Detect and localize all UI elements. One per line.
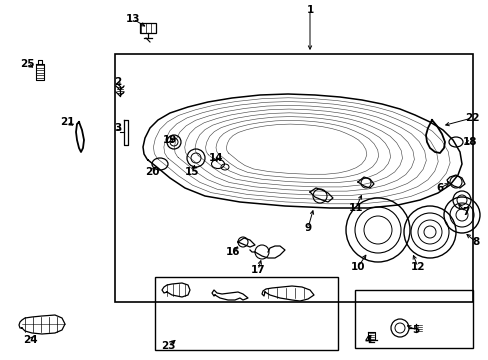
Text: 10: 10 bbox=[350, 262, 365, 272]
Text: 23: 23 bbox=[161, 341, 175, 351]
Text: 13: 13 bbox=[125, 14, 140, 24]
Text: 1: 1 bbox=[306, 5, 313, 15]
Text: 12: 12 bbox=[410, 262, 425, 272]
Text: 8: 8 bbox=[471, 237, 479, 247]
Bar bbox=[140, 23, 156, 33]
Text: 15: 15 bbox=[184, 167, 199, 177]
Text: 14: 14 bbox=[208, 153, 223, 163]
Text: 25: 25 bbox=[20, 59, 34, 69]
Text: 3: 3 bbox=[114, 123, 122, 133]
Text: 6: 6 bbox=[435, 183, 443, 193]
Text: 21: 21 bbox=[60, 117, 74, 127]
Text: 22: 22 bbox=[464, 113, 478, 123]
Text: 19: 19 bbox=[163, 135, 177, 145]
Bar bbox=[354, 290, 472, 348]
Text: 18: 18 bbox=[462, 137, 476, 147]
Text: 2: 2 bbox=[114, 77, 122, 87]
Text: 9: 9 bbox=[304, 223, 311, 233]
Text: 20: 20 bbox=[144, 167, 159, 177]
Text: 11: 11 bbox=[348, 203, 363, 213]
Bar bbox=[155, 277, 337, 350]
Text: 5: 5 bbox=[411, 325, 419, 335]
Text: 4: 4 bbox=[364, 335, 371, 345]
Text: 24: 24 bbox=[22, 335, 37, 345]
Text: 7: 7 bbox=[461, 207, 469, 217]
Bar bbox=[115, 54, 472, 302]
Text: 16: 16 bbox=[225, 247, 240, 257]
Text: 17: 17 bbox=[250, 265, 265, 275]
